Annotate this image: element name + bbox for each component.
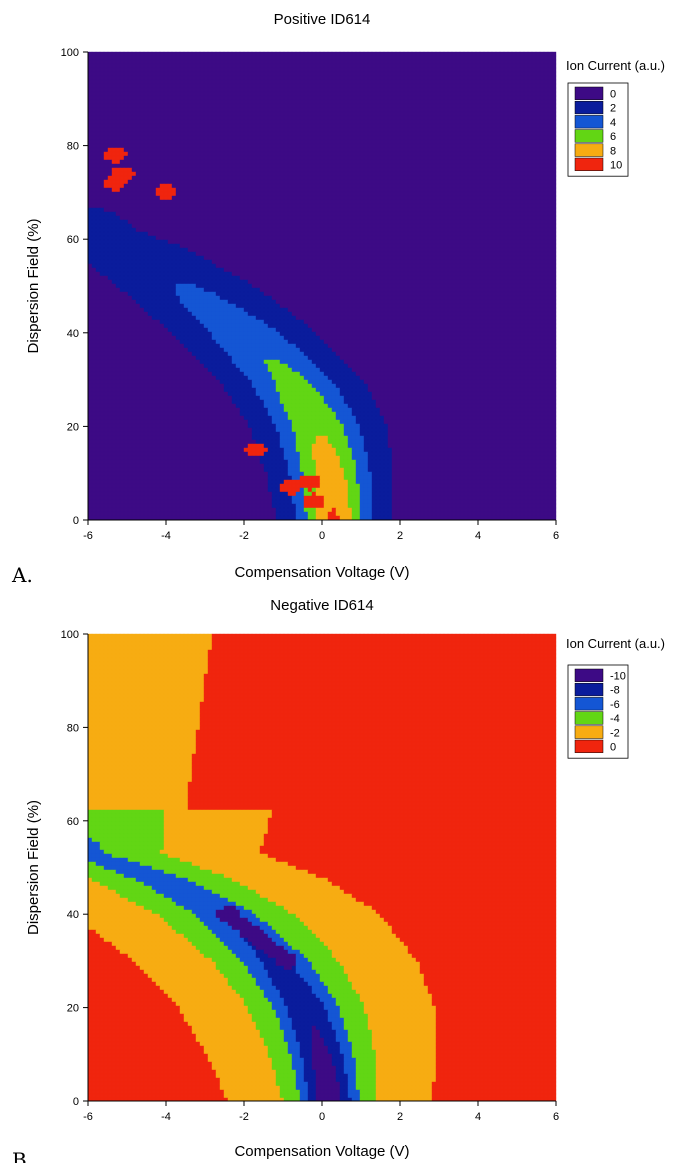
y-tick-label: 100 bbox=[61, 47, 79, 59]
y-tick-label: 40 bbox=[67, 328, 79, 340]
legend-label: 6 bbox=[610, 131, 616, 143]
legend-title: Ion Current (a.u.) bbox=[566, 636, 665, 651]
y-tick-label: 100 bbox=[61, 629, 79, 641]
legend-swatch bbox=[574, 129, 604, 143]
y-tick-label: 80 bbox=[67, 141, 79, 153]
y-axis-label: Dispersion Field (%) bbox=[25, 218, 42, 353]
legend-swatch bbox=[574, 711, 604, 725]
x-tick-label: -4 bbox=[161, 530, 171, 542]
y-tick-label: 60 bbox=[67, 234, 79, 246]
y-tick-label: 0 bbox=[73, 515, 79, 527]
legend-swatch bbox=[574, 157, 604, 171]
legend-swatch bbox=[574, 143, 604, 157]
x-axis-label: Compensation Voltage (V) bbox=[234, 564, 409, 581]
legend-label: 2 bbox=[610, 103, 616, 115]
y-tick-label: 40 bbox=[67, 909, 79, 921]
y-axis-label: Dispersion Field (%) bbox=[25, 800, 42, 935]
x-tick-label: 4 bbox=[475, 1111, 481, 1123]
legend-swatch bbox=[574, 100, 604, 115]
x-tick-label: 4 bbox=[475, 530, 481, 542]
x-tick-label: 6 bbox=[553, 530, 559, 542]
y-tick-label: 20 bbox=[67, 421, 79, 433]
legend-label: -6 bbox=[610, 699, 620, 711]
legend-swatch bbox=[574, 668, 604, 682]
y-tick-label: 60 bbox=[67, 816, 79, 828]
chart-panel-negative: Negative ID614 -6 -4 -2 0 2 4 6 0 20 40 60 80 100 Comp… bbox=[0, 582, 689, 1163]
legend-label: 8 bbox=[610, 145, 616, 157]
x-tick-label: -6 bbox=[83, 1111, 93, 1123]
legend-swatch bbox=[574, 725, 604, 739]
contour-chart-negative: Negative ID614-6 -4 -2 0 2 4 6020406080100Comp… bbox=[12, 597, 665, 1163]
x-tick-label: -2 bbox=[239, 1111, 249, 1123]
legend-label: -10 bbox=[610, 671, 626, 683]
legend-swatch bbox=[574, 115, 604, 129]
x-tick-label: 0 bbox=[319, 530, 325, 542]
panel-label: A. bbox=[11, 563, 33, 587]
x-tick-label: 2 bbox=[397, 530, 403, 542]
legend-swatch bbox=[574, 739, 604, 753]
x-tick-label: -4 bbox=[161, 1111, 171, 1123]
x-tick-label: -2 bbox=[239, 530, 249, 542]
legend-label: 0 bbox=[610, 89, 616, 101]
y-tick-label: 20 bbox=[67, 1003, 79, 1015]
legend-swatch bbox=[574, 682, 604, 697]
legend-swatch bbox=[574, 697, 604, 711]
x-tick-label: 6 bbox=[553, 1111, 559, 1123]
legend-label: -2 bbox=[610, 727, 620, 739]
y-tick-label: 80 bbox=[67, 722, 79, 734]
chart-title: Negative ID614 bbox=[270, 597, 373, 614]
panel-label: B. bbox=[12, 1148, 33, 1163]
legend-label: 10 bbox=[610, 160, 622, 172]
contour-chart-positive: Positive ID614-6 -4 -2 0 2 4 6020406080100Comp… bbox=[11, 11, 665, 587]
x-axis-label: Compensation Voltage (V) bbox=[234, 1143, 409, 1160]
x-tick-label: 2 bbox=[397, 1111, 403, 1123]
legend-label: -4 bbox=[610, 713, 620, 725]
chart-title: Positive ID614 bbox=[274, 11, 371, 28]
x-tick-label: 0 bbox=[319, 1111, 325, 1123]
legend-swatch bbox=[574, 86, 604, 100]
legend-label: 4 bbox=[610, 117, 616, 129]
contour-field bbox=[87, 51, 557, 521]
y-tick-label: 0 bbox=[73, 1096, 79, 1108]
legend-label: -8 bbox=[610, 685, 620, 697]
x-tick-label: -6 bbox=[83, 530, 93, 542]
legend-label: 0 bbox=[610, 742, 616, 754]
contour-field bbox=[87, 633, 557, 1102]
legend-title: Ion Current (a.u.) bbox=[566, 58, 665, 73]
chart-panel-positive: Positive ID614 -6 -4 -2 0 2 4 6 0 20 40 60 80 100 Comp… bbox=[0, 0, 689, 587]
